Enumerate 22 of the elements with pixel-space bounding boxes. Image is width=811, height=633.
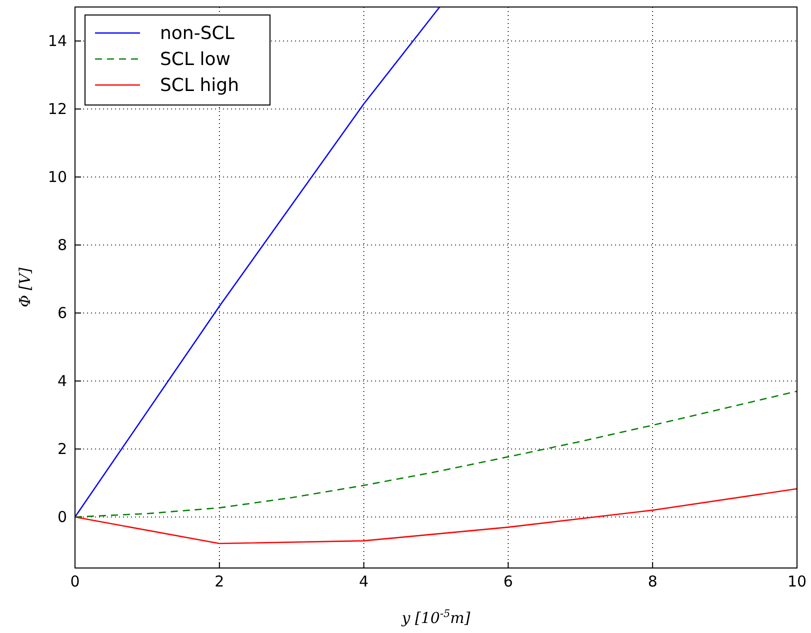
y-tick-label: 4 — [57, 372, 67, 390]
legend-label: non-SCL — [160, 23, 234, 44]
y-tick-label: 2 — [57, 440, 67, 458]
x-tick-label: 8 — [648, 572, 658, 591]
x-tick-label: 4 — [359, 572, 369, 591]
y-axis-title: Φ [V] — [16, 268, 34, 308]
x-tick-label: 6 — [503, 572, 513, 591]
y-tick-label: 10 — [48, 168, 67, 186]
y-tick-label: 6 — [57, 304, 67, 322]
line-series — [74, 6, 440, 518]
line-series — [74, 390, 798, 518]
y-tick-label: 14 — [48, 32, 67, 50]
line-series — [74, 488, 798, 544]
x-axis-title: y [10$^{-5}$m] — [400, 608, 470, 627]
y-tick-label: 12 — [48, 100, 67, 118]
y-tick-label: 8 — [57, 236, 67, 254]
legend-label: SCL high — [160, 75, 239, 96]
legend-label: SCL low — [160, 49, 230, 70]
x-tick-label: 2 — [214, 572, 224, 591]
y-tick-label: 0 — [57, 508, 67, 526]
x-tick-label: 10 — [787, 572, 807, 591]
x-tick-label: 0 — [70, 572, 80, 591]
